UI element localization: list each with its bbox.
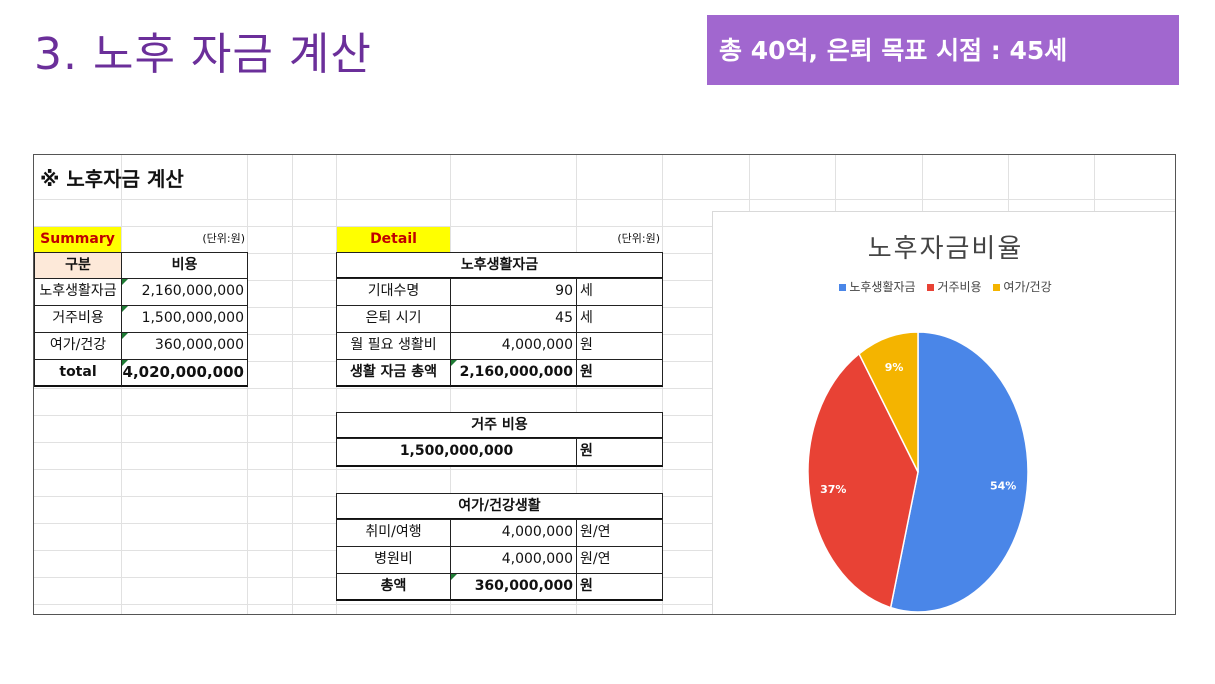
summary-unit[interactable]: (단위:원) (202, 232, 245, 245)
living-total-unit[interactable]: 원 (576, 359, 663, 387)
living-funds-header[interactable]: 노후생활자금 (336, 252, 663, 279)
pie-slice[interactable] (858, 331, 919, 473)
sheet-title: ※ 노후자금 계산 (40, 167, 184, 191)
detail-row-unit[interactable]: 세 (576, 305, 663, 333)
legend-label: 노후생활자금 (849, 280, 916, 294)
chart-title: 노후자금비율 (867, 234, 1024, 264)
leisure-row-name[interactable]: 취미/여행 (336, 519, 451, 547)
pie-data-label: 37% (820, 483, 846, 496)
detail-row-name[interactable]: 기대수명 (336, 278, 451, 306)
pie-slice[interactable] (889, 331, 1029, 613)
chart-legend: 노후생활자금 거주비용 여가/건강 (713, 278, 1175, 295)
legend-item: 거주비용 (927, 278, 982, 295)
leisure-row-unit[interactable]: 원/연 (576, 519, 663, 547)
pie-data-label: 54% (990, 480, 1016, 493)
detail-row-value[interactable]: 90 (450, 278, 577, 306)
slide-title: 3. 노후 자금 계산 (34, 29, 372, 80)
summary-row-value[interactable]: 1,500,000,000 (121, 305, 248, 333)
summary-total-value[interactable]: 4,020,000,000 (121, 359, 248, 387)
leisure-total-unit[interactable]: 원 (576, 573, 663, 601)
detail-row-unit[interactable]: 원 (576, 332, 663, 360)
legend-swatch (993, 284, 1001, 291)
leisure-row-name[interactable]: 병원비 (336, 546, 451, 574)
leisure-header[interactable]: 여가/건강생활 (336, 493, 663, 520)
housing-value[interactable]: 1,500,000,000 (336, 438, 577, 467)
gridline (34, 604, 1175, 605)
summary-label[interactable]: Summary (34, 227, 121, 252)
leisure-row-unit[interactable]: 원/연 (576, 546, 663, 574)
detail-row-value[interactable]: 4,000,000 (450, 332, 577, 360)
leisure-total-value[interactable]: 360,000,000 (450, 573, 577, 601)
summary-row-value[interactable]: 2,160,000,000 (121, 278, 248, 306)
summary-total-label[interactable]: total (34, 359, 122, 387)
detail-row-name[interactable]: 월 필요 생활비 (336, 332, 451, 360)
legend-swatch (839, 284, 847, 291)
living-total-label[interactable]: 생활 자금 총액 (336, 359, 451, 387)
leisure-row-value[interactable]: 4,000,000 (450, 546, 577, 574)
gridline (34, 226, 1175, 227)
leisure-total-label[interactable]: 총액 (336, 573, 451, 601)
legend-item: 여가/건강 (993, 278, 1052, 295)
gridline (34, 199, 1175, 200)
pie-data-label: 9% (885, 361, 904, 374)
goal-badge: 총 40억, 은퇴 목표 시점 : 45세 (707, 15, 1179, 85)
detail-label[interactable]: Detail (337, 227, 450, 252)
detail-unit[interactable]: (단위:원) (617, 232, 660, 245)
pie-chart-panel[interactable]: 노후자금비율 노후생활자금 거주비용 여가/건강 54% 37% 9% (712, 211, 1175, 614)
housing-unit[interactable]: 원 (576, 438, 663, 467)
summary-col-header-category[interactable]: 구분 (34, 252, 122, 279)
gridline (34, 469, 1175, 470)
summary-row-name[interactable]: 거주비용 (34, 305, 122, 333)
detail-row-value[interactable]: 45 (450, 305, 577, 333)
summary-row-value[interactable]: 360,000,000 (121, 332, 248, 360)
summary-row-name[interactable]: 여가/건강 (34, 332, 122, 360)
leisure-row-value[interactable]: 4,000,000 (450, 519, 577, 547)
spreadsheet-panel: ※ 노후자금 계산 Summary (단위:원) 구분 비용 노후생활자금 2,… (33, 154, 1176, 615)
detail-row-name[interactable]: 은퇴 시기 (336, 305, 451, 333)
summary-col-header-cost[interactable]: 비용 (121, 252, 248, 279)
gridline (34, 388, 1175, 389)
detail-row-unit[interactable]: 세 (576, 278, 663, 306)
summary-row-name[interactable]: 노후생활자금 (34, 278, 122, 306)
living-total-value[interactable]: 2,160,000,000 (450, 359, 577, 387)
legend-item: 노후생활자금 (839, 278, 916, 295)
legend-swatch (927, 284, 935, 291)
legend-label: 거주비용 (937, 280, 982, 294)
housing-header[interactable]: 거주 비용 (336, 412, 663, 439)
pie-chart: 54% 37% 9% (807, 331, 1029, 613)
legend-label: 여가/건강 (1003, 280, 1052, 294)
gridline (292, 155, 293, 614)
